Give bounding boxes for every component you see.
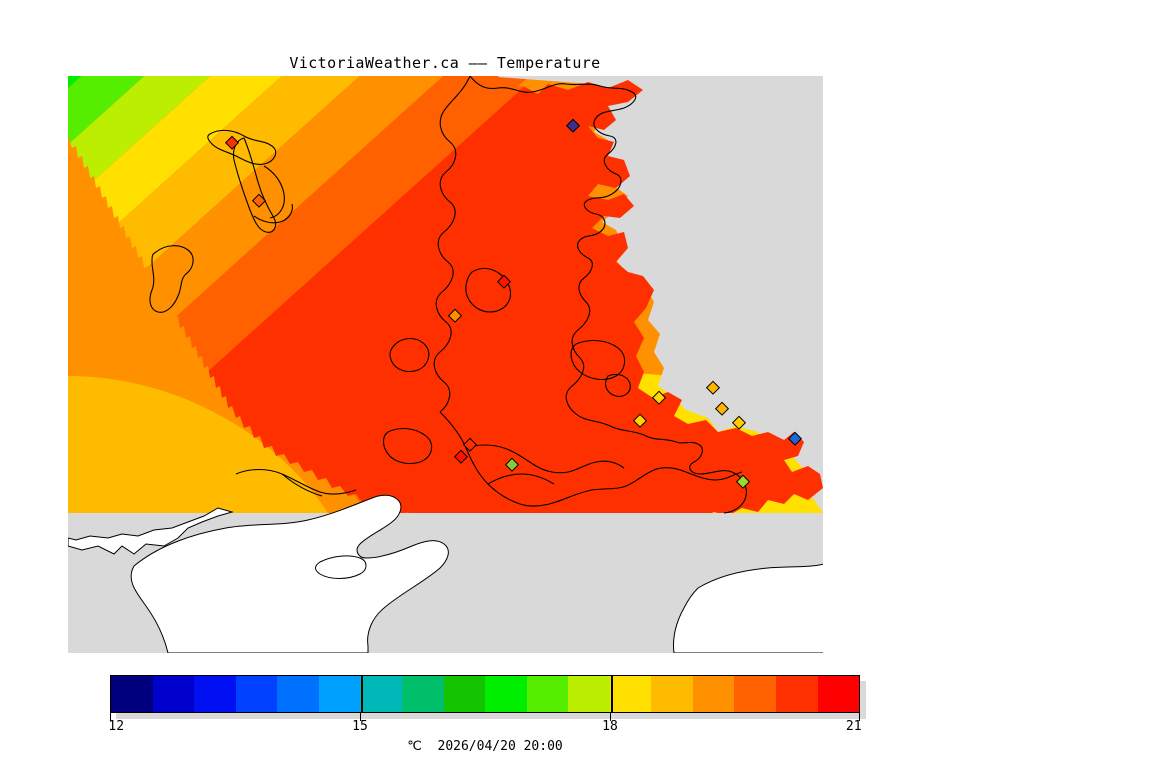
colorbar-swatch [734,676,776,712]
station-marker[interactable] [462,437,478,452]
colorbar-tick [610,713,611,721]
colorbar-swatch [526,676,569,712]
station-marker[interactable] [453,449,469,464]
colorbar-tick-labels: 12 15 18 21 [108,719,862,739]
colorbar-swatch [111,676,153,712]
colorbar-tick-label: 15 [352,719,368,734]
colorbar-ticks [110,713,860,727]
station-marker[interactable] [565,118,581,133]
colorbar-swatches[interactable] [110,675,860,713]
station-marker[interactable] [632,413,648,428]
colorbar-swatch [277,676,319,712]
station-marker[interactable] [224,135,240,150]
colorbar-swatch [443,676,486,712]
colorbar-separator [611,676,613,712]
colorbar-tick-label: 18 [602,719,618,734]
colorbar-swatch [692,676,735,712]
land-mask [484,76,823,513]
station-marker[interactable] [787,431,803,446]
colorbar-swatch [360,676,402,712]
station-markers[interactable] [224,118,803,489]
colorbar-swatch [152,676,195,712]
colorbar-swatch [651,676,693,712]
colorbar-tick-label: 12 [108,719,125,734]
colorbar-separator [361,676,363,712]
colorbar-swatch [485,676,527,712]
colorbar-swatch [318,676,361,712]
station-marker[interactable] [504,457,520,472]
station-marker[interactable] [714,401,730,416]
station-marker[interactable] [705,380,721,395]
colorbar-swatch [568,676,610,712]
colorbar-tick-label: 21 [845,719,862,734]
temperature-map[interactable] [68,76,823,653]
coastlines [149,76,747,514]
colorbar: 12 15 18 21 ℃ 2026/04/20 20:00 [108,675,866,754]
colorbar-tick [360,713,361,721]
station-marker[interactable] [731,415,747,430]
land-temperature-overlay [68,76,823,513]
station-marker[interactable] [251,193,267,208]
colorbar-caption: ℃ 2026/04/20 20:00 [407,739,563,754]
station-marker[interactable] [447,308,463,323]
page-title: VictoriaWeather.ca —— Temperature [289,54,601,72]
colorbar-swatch [609,676,652,712]
map-panel[interactable] [68,76,823,653]
colorbar-tick [110,713,111,721]
station-marker[interactable] [651,390,667,405]
colorbar-swatch [235,676,278,712]
colorbar-swatch [194,676,236,712]
southern-landmasses [68,494,823,653]
colorbar-swatch [401,676,444,712]
colorbar-swatch [817,676,860,712]
station-marker[interactable] [735,474,751,489]
station-marker[interactable] [496,274,512,289]
colorbar-tick [859,713,860,721]
colorbar-swatch [776,676,818,712]
